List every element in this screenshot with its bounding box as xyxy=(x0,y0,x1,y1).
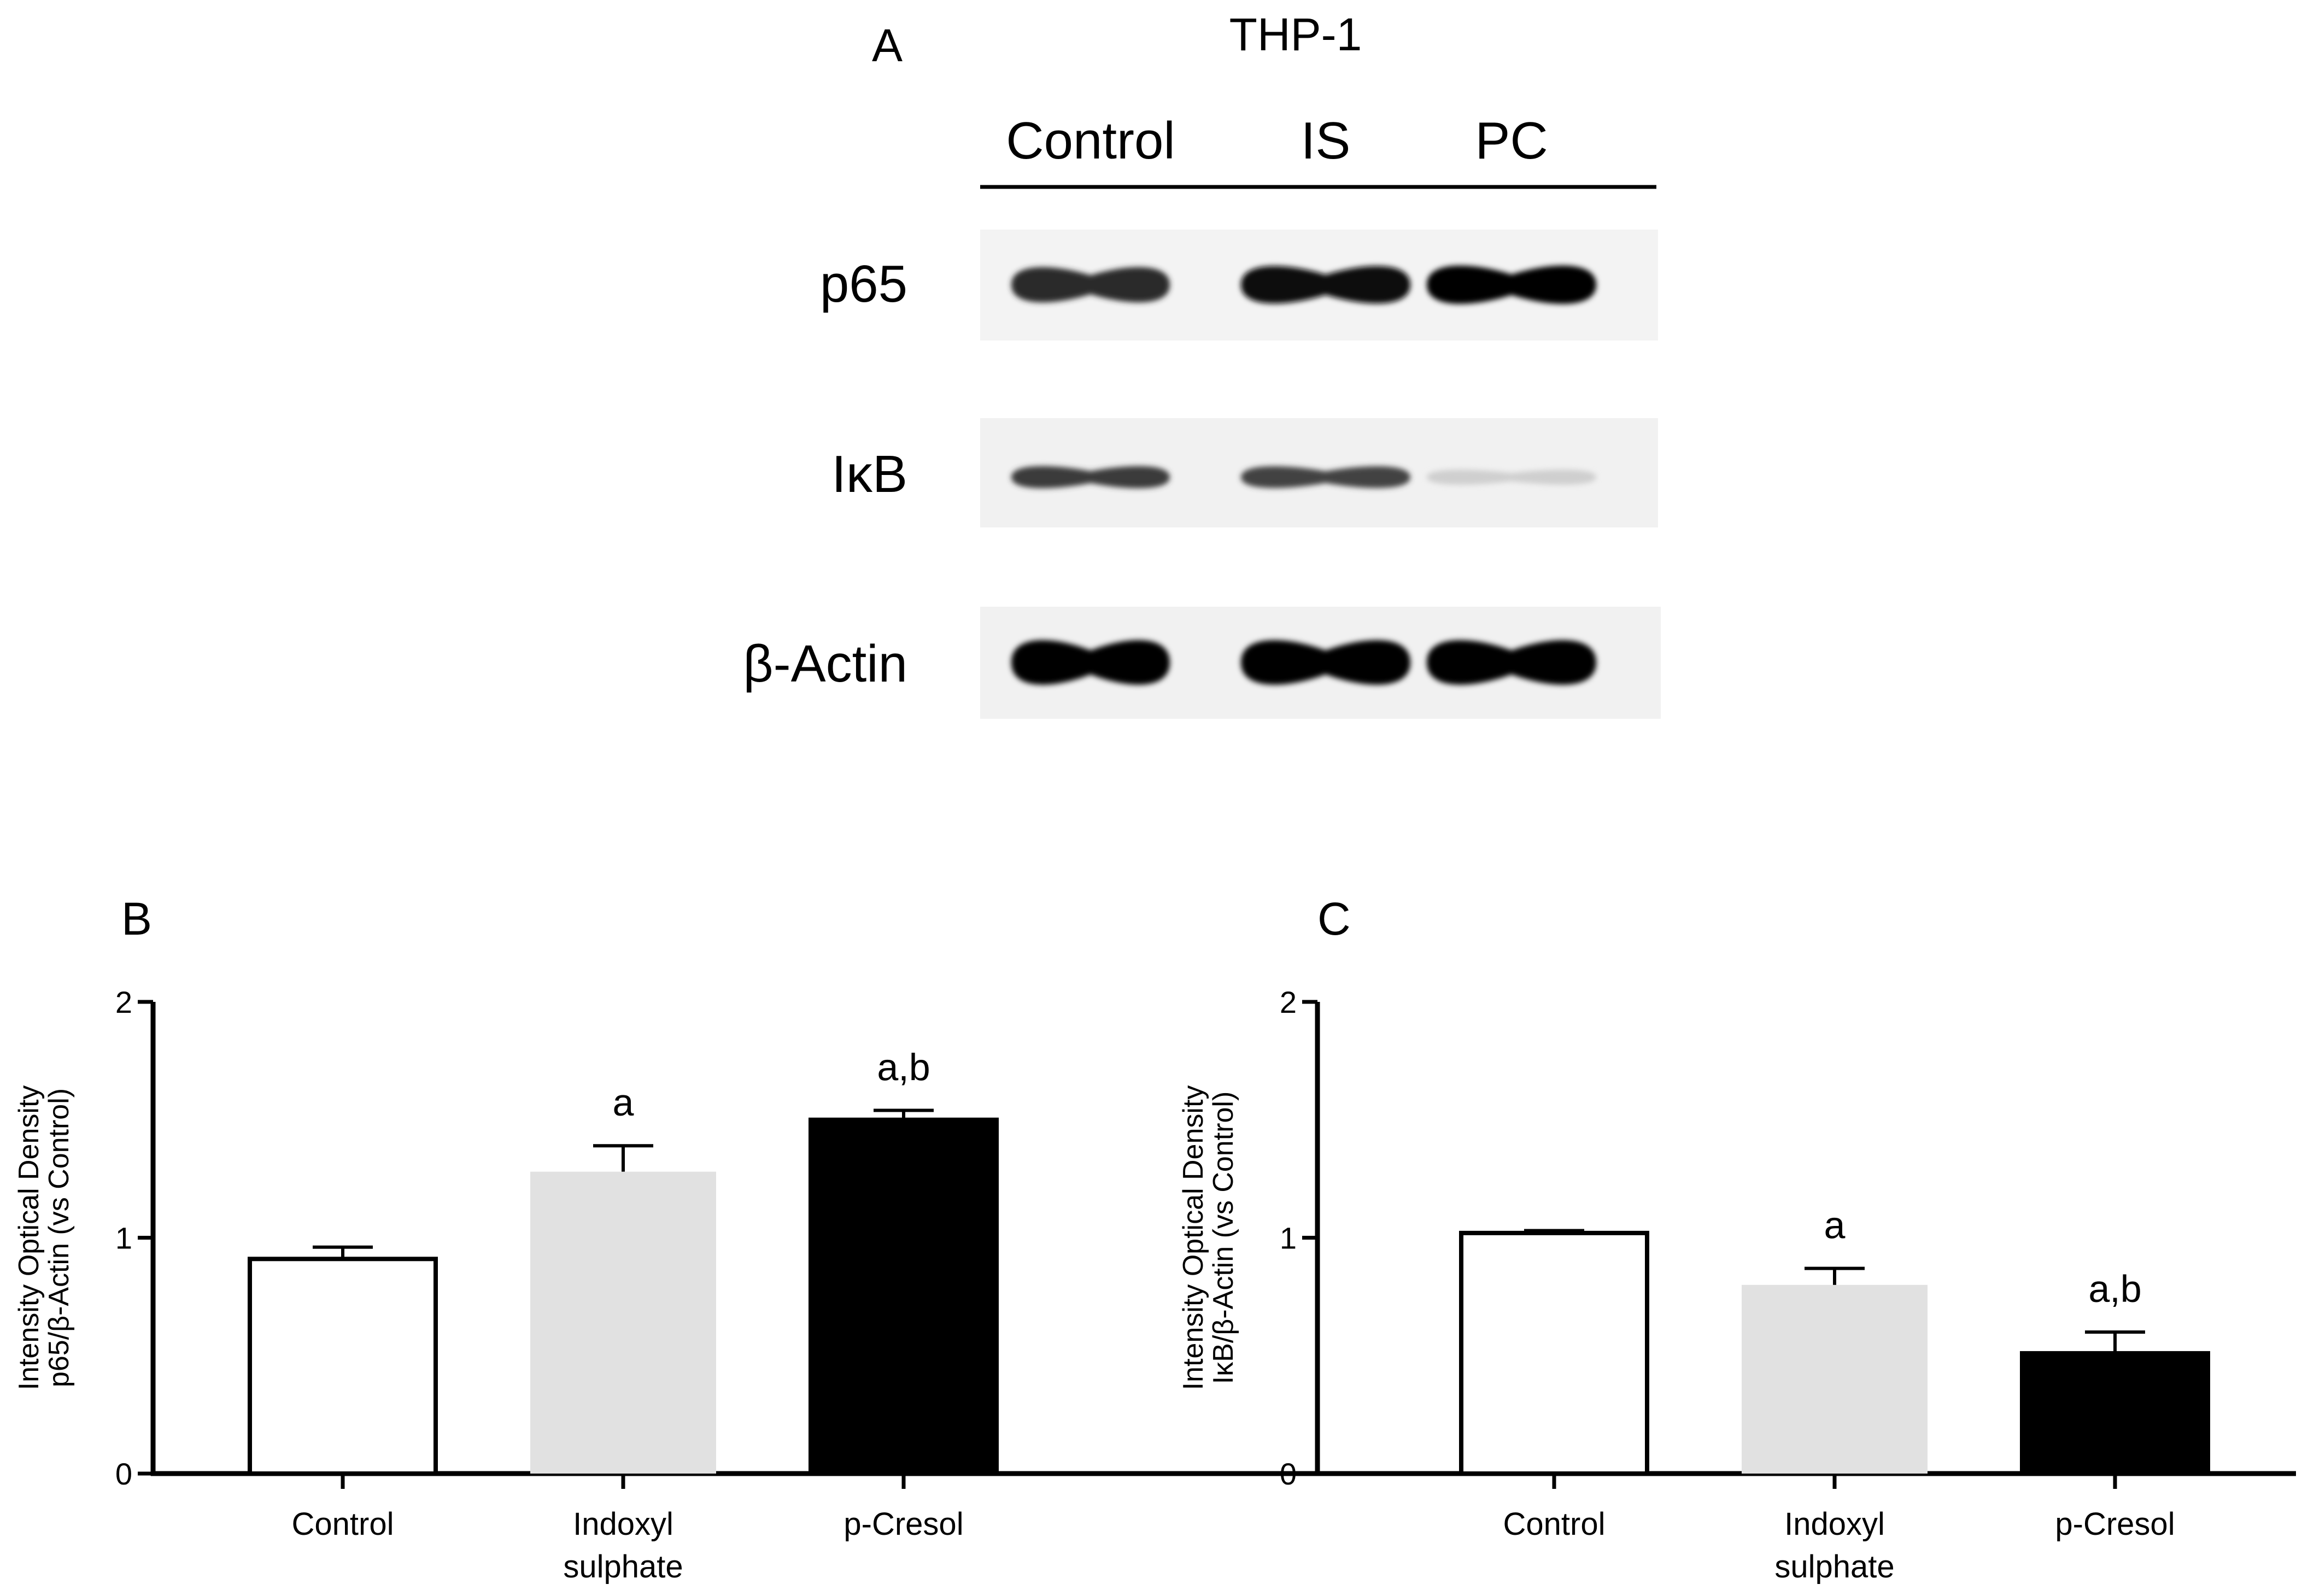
blot-label-beta-actin: β-Actin xyxy=(743,635,907,693)
blot-band-actin-lane-2 xyxy=(1241,640,1410,685)
x-tick-label: Control xyxy=(292,1506,394,1542)
bar-control xyxy=(248,1257,438,1476)
x-tick-label: p-Cresol xyxy=(843,1506,963,1542)
blot-label-p65: p65 xyxy=(820,255,907,313)
significance-label: a,b xyxy=(2088,1268,2141,1310)
blot-band-actin-lane-1 xyxy=(1011,640,1170,685)
blot-band-p65-lane-1 xyxy=(1011,267,1170,303)
x-tick-label: Indoxyl xyxy=(1784,1506,1885,1542)
significance-label: a xyxy=(1824,1204,1846,1247)
lane-label-control: Control xyxy=(1006,112,1175,170)
panel-a-letter: A xyxy=(872,20,903,71)
panel-c-letter: C xyxy=(1317,893,1351,944)
significance-label: a,b xyxy=(877,1046,930,1088)
y-tick-label: 1 xyxy=(1280,1221,1297,1255)
panel-a-title: THP-1 xyxy=(1229,9,1362,60)
panel-a-western-blot: A THP-1 Control IS PC p65 IκB β-Actin xyxy=(743,9,1661,719)
bar-p-cresol xyxy=(2020,1351,2210,1476)
y-axis-label-line-1: Intensity Optical Density xyxy=(13,1085,45,1390)
panel-b-letter: B xyxy=(121,893,152,944)
significance-label: a xyxy=(613,1081,634,1124)
blot-row-p65: p65 xyxy=(820,230,1658,341)
blot-band-actin-lane-3 xyxy=(1427,640,1596,685)
bar-control xyxy=(1459,1230,1649,1476)
blot-band-ib-lane-3 xyxy=(1427,470,1596,485)
bar-indoxyl-sulphate xyxy=(1742,1284,1928,1474)
y-tick-label: 0 xyxy=(115,1457,132,1491)
bar-indoxyl-sulphate xyxy=(530,1171,716,1474)
blot-band-ib-lane-2 xyxy=(1241,466,1410,488)
blot-band-p65-lane-2 xyxy=(1241,266,1410,304)
y-tick-label: 0 xyxy=(1280,1457,1297,1491)
lane-label-pc: PC xyxy=(1475,112,1548,170)
blot-row-beta-actin: β-Actin xyxy=(743,607,1661,719)
blot-label-ikb: IκB xyxy=(831,445,907,503)
y-axis-label-line-2: p65/β-Actin (vs Control) xyxy=(43,1088,75,1387)
x-tick-label: sulphate xyxy=(563,1549,683,1585)
y-axis-label-line-1: Intensity Optical Density xyxy=(1178,1085,1209,1390)
x-tick-label: p-Cresol xyxy=(2055,1506,2175,1542)
y-axis-label-line-2: IκB/β-Actin (vs Control) xyxy=(1208,1092,1239,1384)
blot-band-p65-lane-3 xyxy=(1427,265,1596,304)
lane-label-is: IS xyxy=(1301,112,1351,170)
bar-p-cresol xyxy=(809,1117,999,1476)
x-tick-label: Indoxyl xyxy=(573,1506,673,1542)
x-tick-label: Control xyxy=(1503,1506,1606,1542)
blot-row-ikb: IκB xyxy=(831,418,1658,527)
y-tick-label: 1 xyxy=(115,1221,132,1255)
y-tick-label: 2 xyxy=(115,985,132,1019)
x-tick-label: sulphate xyxy=(1774,1549,1894,1585)
blot-band-ib-lane-1 xyxy=(1011,466,1170,489)
y-tick-label: 2 xyxy=(1280,985,1297,1019)
